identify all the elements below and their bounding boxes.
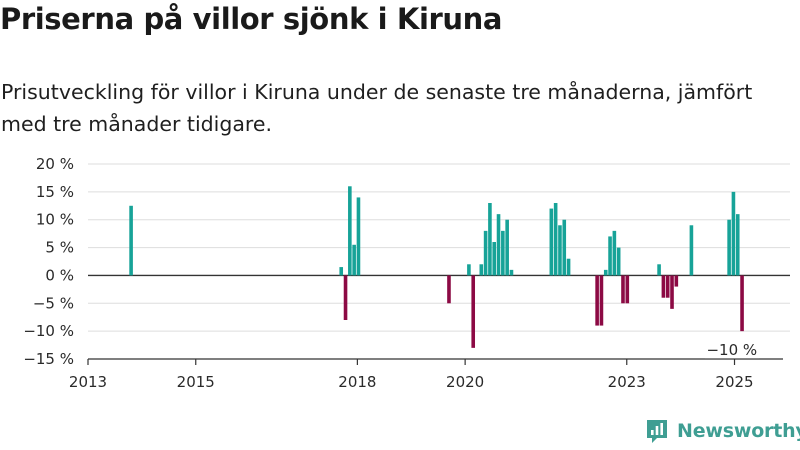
bar — [479, 264, 484, 276]
bar — [356, 197, 361, 276]
bar — [501, 230, 505, 276]
annotations: −10 % — [704, 340, 759, 359]
bar — [492, 242, 497, 276]
latest-value-label: −10 % — [706, 341, 757, 359]
x-tick-label: 2023 — [608, 373, 646, 391]
bar — [735, 214, 740, 276]
bar — [488, 203, 492, 276]
y-tick-label: 15 % — [36, 183, 74, 201]
y-tick-label: 0 % — [45, 266, 74, 284]
bar — [471, 275, 476, 348]
x-tick-label: 2015 — [177, 373, 215, 391]
y-tick-label: −15 % — [23, 350, 74, 368]
bar — [129, 205, 133, 276]
bar — [483, 230, 488, 276]
bar — [731, 191, 736, 276]
bars — [129, 186, 744, 348]
bar — [621, 275, 625, 304]
bar — [612, 230, 617, 276]
bar — [661, 275, 666, 298]
bar — [670, 275, 674, 309]
bar — [509, 269, 514, 276]
x-tick-label: 2025 — [715, 373, 753, 391]
bar — [348, 186, 352, 276]
bar — [343, 275, 348, 320]
bar — [447, 275, 451, 304]
bar — [558, 225, 562, 276]
bar — [625, 275, 630, 304]
bar — [740, 275, 744, 332]
bar — [616, 247, 621, 276]
bar — [566, 258, 571, 276]
bar — [352, 244, 356, 276]
bar — [608, 236, 612, 276]
y-tick-label: −5 % — [33, 294, 74, 312]
bar — [505, 219, 509, 276]
y-tick-label: −10 % — [23, 322, 74, 340]
y-grid — [88, 163, 790, 332]
y-tick-label: 20 % — [36, 155, 74, 173]
bar — [599, 275, 604, 326]
newsworthy-logo: Newsworthy — [645, 418, 800, 444]
annotation-background — [704, 340, 759, 359]
chart-subtitle: Prisutveckling för villor i Kiruna under… — [1, 80, 753, 136]
bar — [727, 219, 731, 276]
bar — [689, 225, 694, 276]
bar — [665, 275, 670, 298]
bar — [553, 203, 558, 276]
bar — [339, 267, 344, 276]
newsworthy-logo-icon — [647, 420, 667, 443]
logo-text: Newsworthy — [677, 420, 800, 442]
y-tick-labels: 20 % 15 % 10 % 5 % 0 % −5 % −10 % −15 % — [23, 155, 74, 368]
bar — [549, 208, 554, 276]
y-tick-label: 5 % — [45, 239, 74, 257]
bar — [496, 214, 501, 276]
y-tick-label: 10 % — [36, 211, 74, 229]
x-axis: 2013 2015 2018 2020 2023 2025 — [69, 358, 783, 391]
bar — [467, 264, 471, 276]
x-tick-label: 2018 — [338, 373, 376, 391]
x-tick-label: 2013 — [69, 373, 107, 391]
x-tick-label: 2020 — [446, 373, 484, 391]
bar — [674, 275, 679, 287]
chart-title: Priserna på villor sjönk i Kiruna — [0, 2, 503, 36]
bar — [657, 264, 661, 276]
bar — [603, 269, 608, 276]
bar — [562, 219, 567, 276]
bar — [595, 275, 599, 326]
